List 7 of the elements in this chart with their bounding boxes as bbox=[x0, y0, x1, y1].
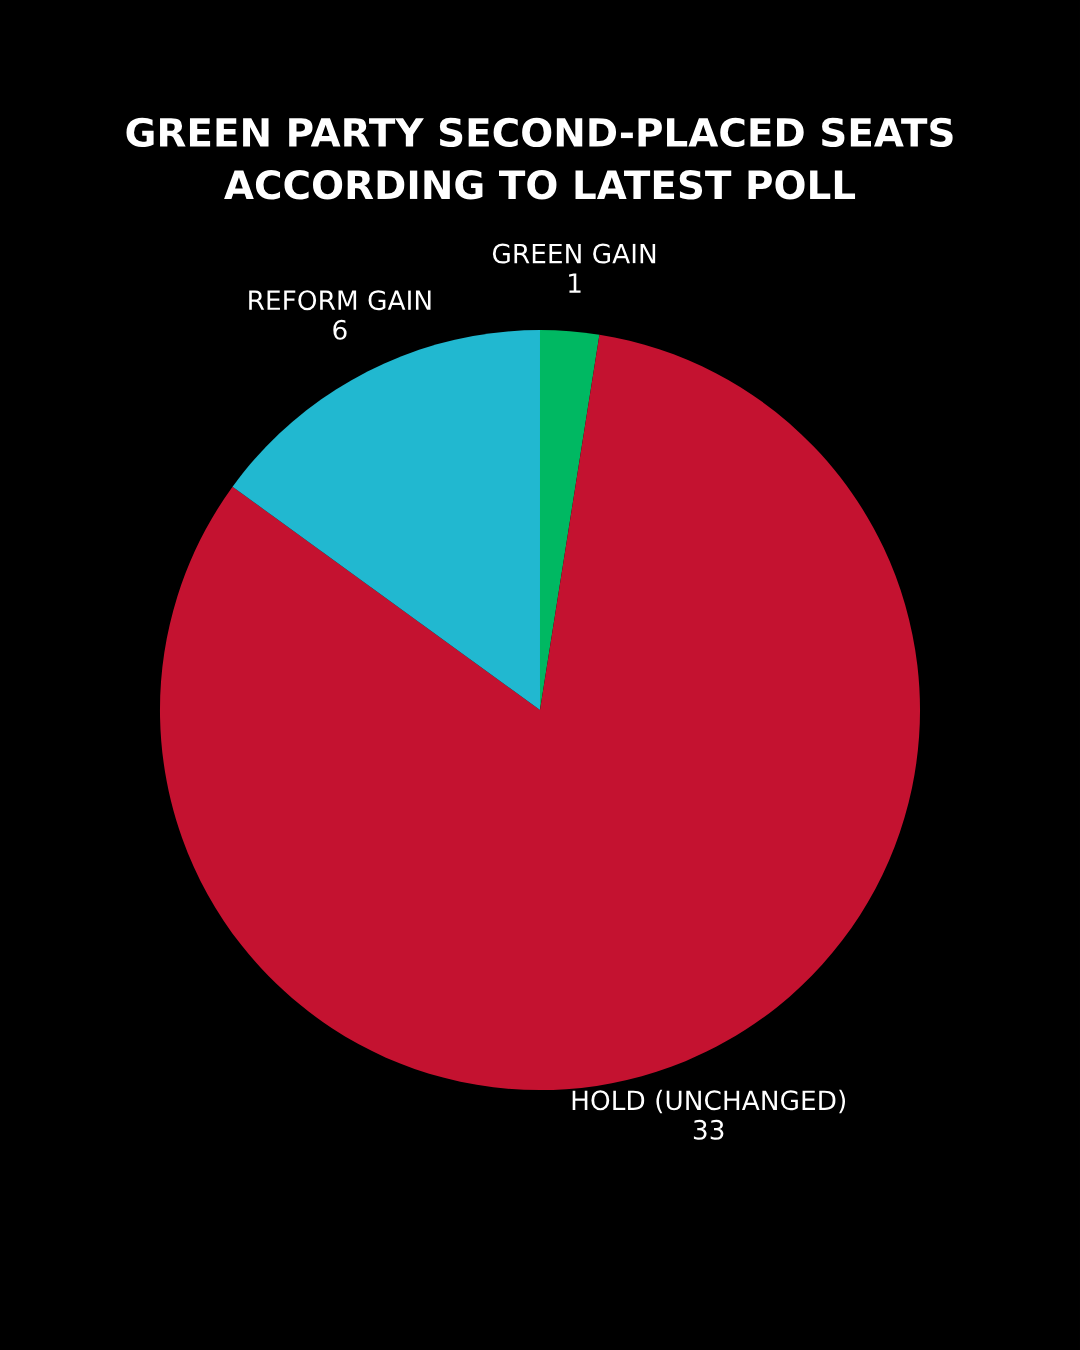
data-label: 1 bbox=[569, 273, 581, 293]
slice-label: GREEN GAIN bbox=[492, 243, 656, 264]
data-label: 6 bbox=[333, 319, 347, 340]
data-label: 33 bbox=[693, 1119, 724, 1140]
slice-label: HOLD (UNCHANGED) bbox=[572, 1089, 846, 1114]
chart-title: GREEN PARTY SECOND-PLACED SEATS ACCORDING TO LATEST POLL bbox=[126, 117, 953, 200]
slice-label: REFORM GAIN bbox=[249, 290, 431, 311]
